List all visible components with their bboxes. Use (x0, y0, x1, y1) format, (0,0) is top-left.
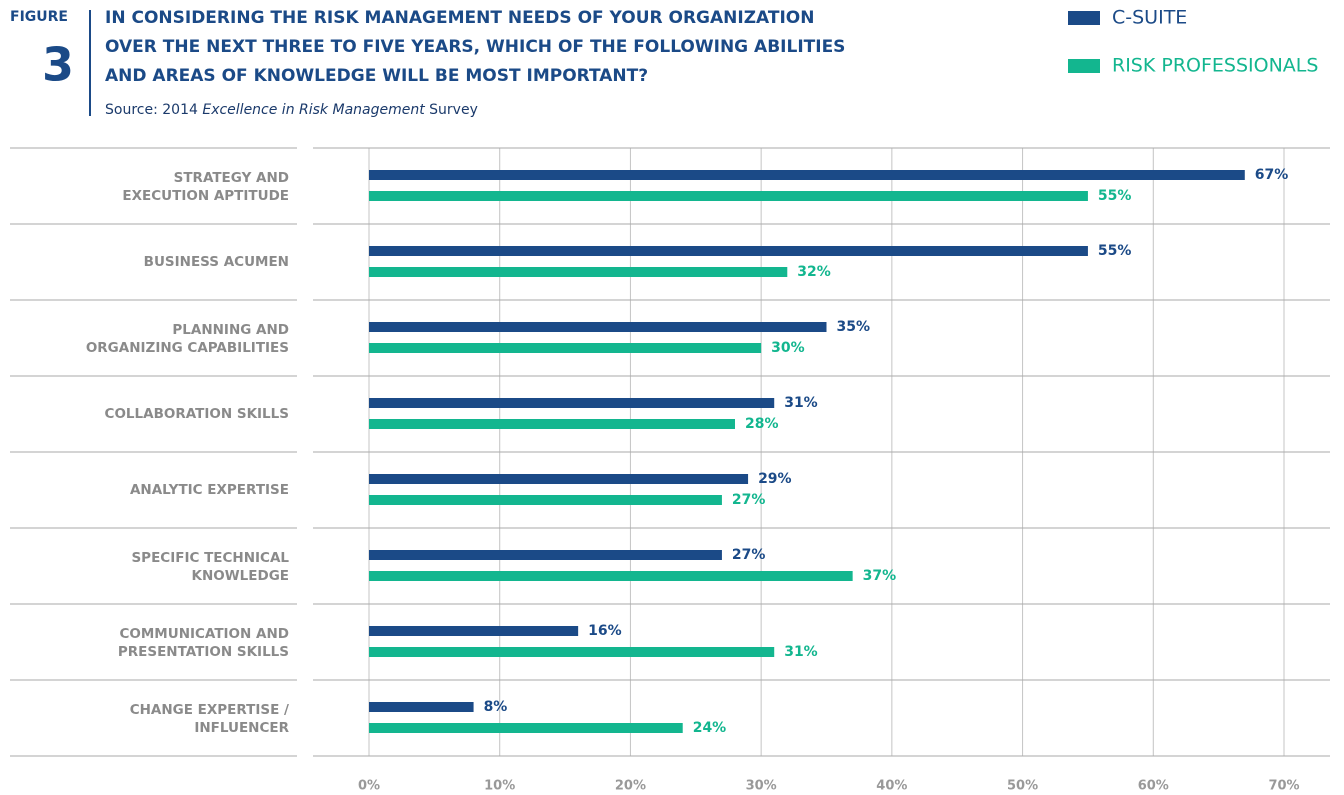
y-tick-label: CHANGE EXPERTISE / (130, 702, 289, 718)
bar (369, 474, 749, 484)
y-tick-label: COLLABORATION SKILLS (105, 406, 289, 422)
y-tick-label: SPECIFIC TECHNICAL (131, 550, 289, 566)
data-label: 29% (758, 471, 792, 487)
source: Source: 2014 Excellence in Risk Manageme… (105, 102, 478, 118)
data-label: 30% (771, 340, 805, 356)
legend-label: C-SUITE (1112, 7, 1187, 29)
chart-title: AND AREAS OF KNOWLEDGE WILL BE MOST IMPO… (105, 66, 648, 86)
x-tick-label: 0% (358, 779, 380, 794)
y-tick-label: BUSINESS ACUMEN (144, 254, 289, 270)
data-label: 55% (1098, 188, 1132, 204)
chart-title: IN CONSIDERING THE RISK MANAGEMENT NEEDS… (105, 8, 814, 28)
data-label: 27% (732, 492, 766, 508)
y-tick-label: INFLUENCER (194, 720, 289, 736)
bar (369, 723, 683, 733)
bar (369, 398, 775, 408)
bar (369, 702, 474, 712)
source-text: Source: 2014 (105, 102, 202, 118)
y-tick-label: ANALYTIC EXPERTISE (130, 482, 289, 498)
x-tick-label: 10% (484, 779, 515, 794)
y-tick-label: PRESENTATION SKILLS (118, 644, 289, 660)
data-label: 24% (693, 720, 727, 736)
bar (369, 419, 735, 429)
data-label: 8% (484, 699, 508, 715)
y-tick-label: ORGANIZING CAPABILITIES (86, 340, 289, 356)
data-label: 31% (784, 395, 818, 411)
y-tick-label: STRATEGY AND (174, 170, 289, 186)
bar (369, 267, 788, 277)
data-label: 31% (784, 644, 818, 660)
data-label: 35% (837, 319, 871, 335)
x-tick-label: 70% (1268, 779, 1299, 794)
legend-swatch (1068, 59, 1100, 73)
data-label: 28% (745, 416, 779, 432)
y-tick-label: COMMUNICATION AND (119, 626, 289, 642)
data-label: 55% (1098, 243, 1132, 259)
legend-label: RISK PROFESSIONALS (1112, 55, 1318, 77)
bar (369, 495, 722, 505)
y-tick-label: KNOWLEDGE (192, 568, 289, 584)
source-text: Survey (425, 102, 478, 118)
bar (369, 571, 853, 581)
source-text: Excellence in Risk Management (202, 102, 425, 118)
data-label: 32% (797, 264, 831, 280)
bar (369, 647, 775, 657)
bar (369, 322, 827, 332)
x-tick-label: 40% (876, 779, 907, 794)
data-label: 16% (588, 623, 622, 639)
x-tick-label: 20% (615, 779, 646, 794)
figure-number: 3 (42, 38, 74, 92)
bar (369, 343, 762, 353)
x-tick-label: 50% (1007, 779, 1038, 794)
x-tick-label: 60% (1138, 779, 1169, 794)
bar (369, 170, 1245, 180)
bar (369, 191, 1088, 201)
bar (369, 626, 579, 636)
figure-label: FIGURE (10, 9, 68, 25)
bar (369, 246, 1088, 256)
y-tick-label: PLANNING AND (172, 322, 289, 338)
data-label: 27% (732, 547, 766, 563)
data-label: 37% (863, 568, 897, 584)
chart-title: OVER THE NEXT THREE TO FIVE YEARS, WHICH… (105, 37, 845, 57)
data-label: 67% (1255, 167, 1289, 183)
x-tick-label: 30% (746, 779, 777, 794)
y-tick-label: EXECUTION APTITUDE (122, 188, 289, 204)
legend-swatch (1068, 11, 1100, 25)
bar (369, 550, 722, 560)
